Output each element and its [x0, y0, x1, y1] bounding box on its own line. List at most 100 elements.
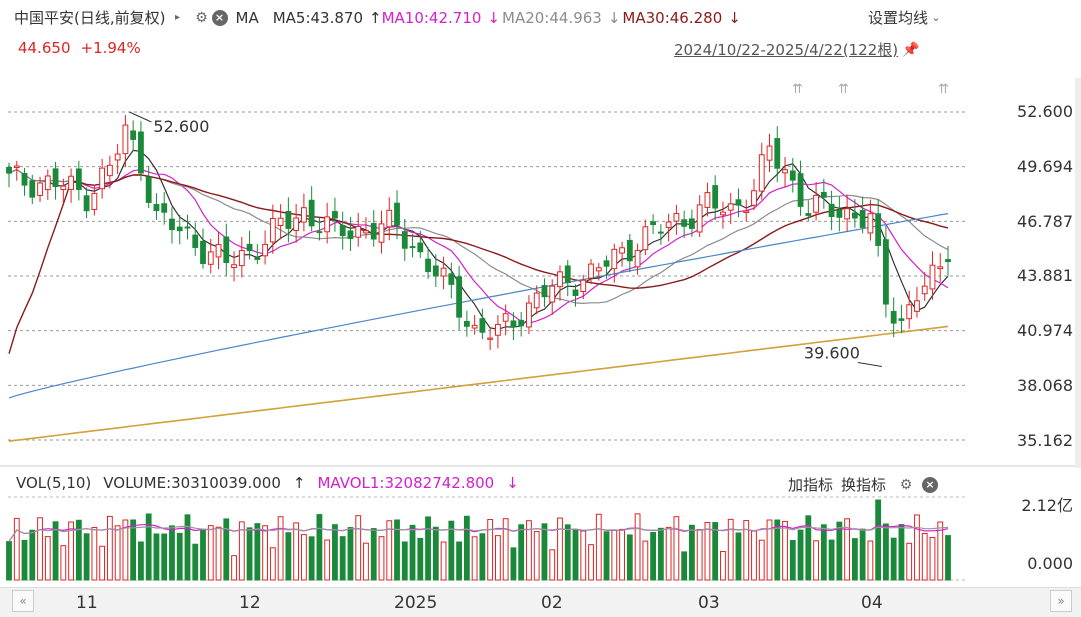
y-tick-label: 43.881: [1017, 266, 1073, 285]
add-indicator-button[interactable]: 加指标: [788, 476, 834, 494]
candle-body: [549, 285, 556, 303]
volume-tick-label: 0.000: [1027, 554, 1073, 573]
candle-body: [75, 168, 82, 190]
gear-icon[interactable]: ⚙: [195, 9, 208, 26]
scroll-right-button[interactable]: »: [1050, 590, 1072, 612]
volume-bar: [890, 537, 897, 581]
volume-bar: [417, 537, 424, 581]
volume-bar: [720, 550, 726, 581]
volume-bar: [363, 542, 369, 581]
volume-bar: [463, 515, 470, 581]
candle-body: [207, 251, 214, 265]
volume-bar: [805, 515, 812, 581]
volume-bar: [945, 535, 951, 581]
candle-body: [347, 230, 354, 239]
volume-bar: [355, 515, 362, 581]
candle-body: [875, 213, 882, 246]
volume-bar: [494, 535, 501, 581]
stock-name: 中国平安: [14, 9, 75, 27]
switch-indicator-button[interactable]: 换指标: [841, 476, 887, 494]
candle-body: [867, 213, 874, 234]
volume-bar: [518, 524, 525, 581]
volume-bar: [937, 521, 944, 581]
candle-body: [541, 285, 548, 298]
volume-bar: [269, 547, 276, 581]
candle-body: [890, 310, 897, 324]
candle-body: [859, 210, 866, 228]
volume-bar: [29, 529, 36, 581]
candle-body: [766, 145, 773, 161]
volume-bar: [774, 519, 781, 581]
candle-body: [246, 243, 253, 252]
candle-body: [6, 166, 12, 174]
volume-bar: [207, 525, 214, 581]
candle-body: [751, 190, 757, 206]
candle-body: [238, 250, 245, 267]
mode-dropdown-icon[interactable]: ▸: [174, 11, 181, 23]
candle-body: [937, 266, 944, 270]
ma30-value: MA30:46.280: [622, 8, 723, 27]
volume-bar: [906, 542, 913, 581]
scroll-left-button[interactable]: «: [12, 590, 34, 612]
candle-body: [727, 203, 734, 211]
volume-bar: [820, 524, 827, 581]
pin-icon[interactable]: 📌: [902, 41, 920, 58]
volume-bar: [533, 531, 540, 581]
volume-bar: [254, 523, 261, 581]
volume-bar: [432, 526, 439, 581]
volume-bar: [595, 513, 602, 581]
candle-body: [572, 289, 579, 296]
volume-bar: [844, 518, 851, 581]
gear-icon[interactable]: ⚙: [899, 476, 913, 493]
candle-body: [21, 172, 28, 186]
candle-body: [215, 244, 222, 258]
volume-bar: [145, 513, 152, 581]
ma5-value: MA5:43.870: [272, 8, 363, 27]
y-tick-label: 49.694: [1017, 157, 1073, 176]
candle-body: [735, 199, 742, 206]
candle-body: [564, 265, 571, 284]
candle-body: [844, 208, 851, 220]
candle-body: [805, 213, 812, 216]
candle-body: [223, 236, 230, 264]
volume-bar: [696, 528, 703, 581]
volume-arrow: ↑: [292, 474, 306, 492]
volume-bar: [626, 534, 633, 581]
candle-body: [813, 194, 819, 213]
volume-bar: [673, 516, 680, 581]
volume-bar: [689, 524, 695, 581]
candle-body: [370, 223, 377, 240]
scrollbar[interactable]: [1075, 78, 1081, 468]
candle-body: [526, 302, 532, 328]
candle-body: [681, 219, 688, 227]
ma120-line: [8, 325, 949, 442]
candle-body: [665, 221, 672, 228]
volume-bar: [122, 519, 129, 581]
candle-body: [145, 176, 152, 203]
chevron-down-icon[interactable]: ⌄: [931, 10, 941, 24]
volume-bar: [324, 539, 331, 581]
ma20-arrow: ↓: [607, 8, 621, 27]
candle-body: [378, 223, 385, 243]
ma-settings-button[interactable]: 设置均线: [868, 9, 929, 27]
volume-bar: [727, 518, 734, 581]
x-tick-label: 03: [698, 593, 720, 613]
volume-bar: [456, 541, 463, 581]
candle-body: [611, 248, 618, 270]
close-icon[interactable]: ×: [922, 476, 939, 493]
chart-header: 中国平安 (日线,前复权) ▸ ⚙ × MA MA5:43.870 ↑ MA10…: [0, 0, 1081, 60]
candle-body: [657, 231, 664, 234]
volume-bar: [541, 523, 548, 581]
candle-body: [820, 191, 827, 198]
volume-bar: [106, 515, 113, 581]
close-icon[interactable]: ×: [211, 9, 228, 26]
date-range[interactable]: 2024/10/22-2025/4/22(122根): [674, 41, 899, 59]
candle-body: [29, 180, 36, 198]
ma5-line: [8, 149, 949, 330]
candle-body: [929, 264, 936, 290]
candle-body: [409, 246, 416, 249]
candle-body: [588, 263, 594, 279]
candle-body: [704, 192, 711, 208]
volume-bar: [914, 514, 920, 581]
